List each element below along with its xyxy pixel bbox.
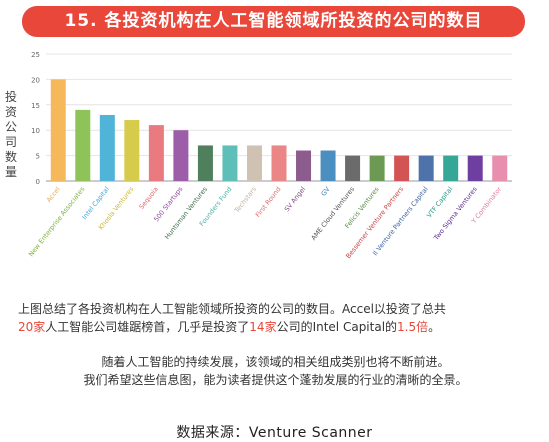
bar [271, 145, 287, 181]
page-title: 15. 各投资机构在人工智能领域所投资的公司的数目 [64, 11, 483, 31]
outlook-line-2: 我们希望这些信息图，能为读者提供这个蓬勃发展的行业的清晰的全景。 [83, 373, 468, 387]
x-tick-label: Sequoia [138, 185, 160, 211]
summary-text-1: 人工智能公司雄踞榜首，几乎是投资了 [45, 320, 250, 334]
bar [99, 114, 115, 181]
y-tick-label: 20 [31, 76, 40, 84]
bar [296, 150, 312, 181]
bar [124, 120, 140, 181]
x-tick-label: Huntsman Ventures [163, 185, 209, 241]
bar [75, 109, 91, 181]
bar [222, 145, 238, 181]
y-tick-label: 25 [31, 51, 40, 59]
bar [246, 145, 262, 181]
y-tick-label: 0 [36, 178, 40, 186]
bar [369, 155, 385, 181]
x-tick-label: First Round [254, 185, 283, 219]
summary-text-3: 。 [428, 320, 441, 334]
outlook-line-1: 随着人工智能的持续发展，该领域的相关组成类别也将不断前进。 [101, 355, 450, 369]
highlight-accel-count: 20家 [18, 320, 46, 334]
x-tick-label: AME Cloud Ventures [310, 185, 357, 242]
y-axis-label: 投资公司数量 [4, 90, 17, 179]
bar [50, 79, 66, 181]
grid-lines [46, 53, 512, 182]
summary-paragraph: 上图总结了各投资机构在人工智能领域所投资的公司的数目。Accel以投资了总共 2… [18, 300, 538, 336]
bar [345, 155, 361, 181]
summary-line-2: 20家人工智能公司雄踞榜首，几乎是投资了14家公司的Intel Capital的… [18, 318, 538, 336]
x-tick-label: Accel [45, 185, 62, 204]
bar [492, 155, 508, 181]
summary-line-1: 上图总结了各投资机构在人工智能领域所投资的公司的数目。Accel以投资了总共 [18, 302, 446, 316]
bar [173, 130, 189, 181]
chart-title-banner: 15. 各投资机构在人工智能领域所投资的公司的数目 [22, 6, 525, 37]
bar [394, 155, 410, 181]
outlook-paragraph: 随着人工智能的持续发展，该领域的相关组成类别也将不断前进。 我们希望这些信息图，… [18, 353, 533, 389]
y-tick-labels: 0 5 10 15 20 25 [31, 51, 40, 186]
bar [320, 150, 336, 181]
data-source: 数据来源：Venture Scanner [176, 425, 373, 441]
highlight-ratio: 1.5倍 [397, 320, 429, 334]
x-tick-label: GV [319, 185, 331, 198]
bars [50, 79, 508, 181]
y-tick-label: 15 [31, 102, 40, 110]
y-tick-label: 10 [31, 127, 40, 135]
bar [418, 155, 434, 181]
bar [443, 155, 459, 181]
x-tick-label: Techstars [232, 185, 258, 215]
summary-text-2: 公司的Intel Capital的 [276, 320, 398, 334]
x-tick-label: SV Angel [283, 185, 307, 213]
bar [148, 125, 164, 181]
highlight-intel-count: 14家 [249, 320, 277, 334]
bar [467, 155, 483, 181]
y-tick-label: 5 [36, 153, 40, 161]
bar [197, 145, 213, 181]
x-tick-label: Two Sigma Ventures [432, 185, 480, 243]
